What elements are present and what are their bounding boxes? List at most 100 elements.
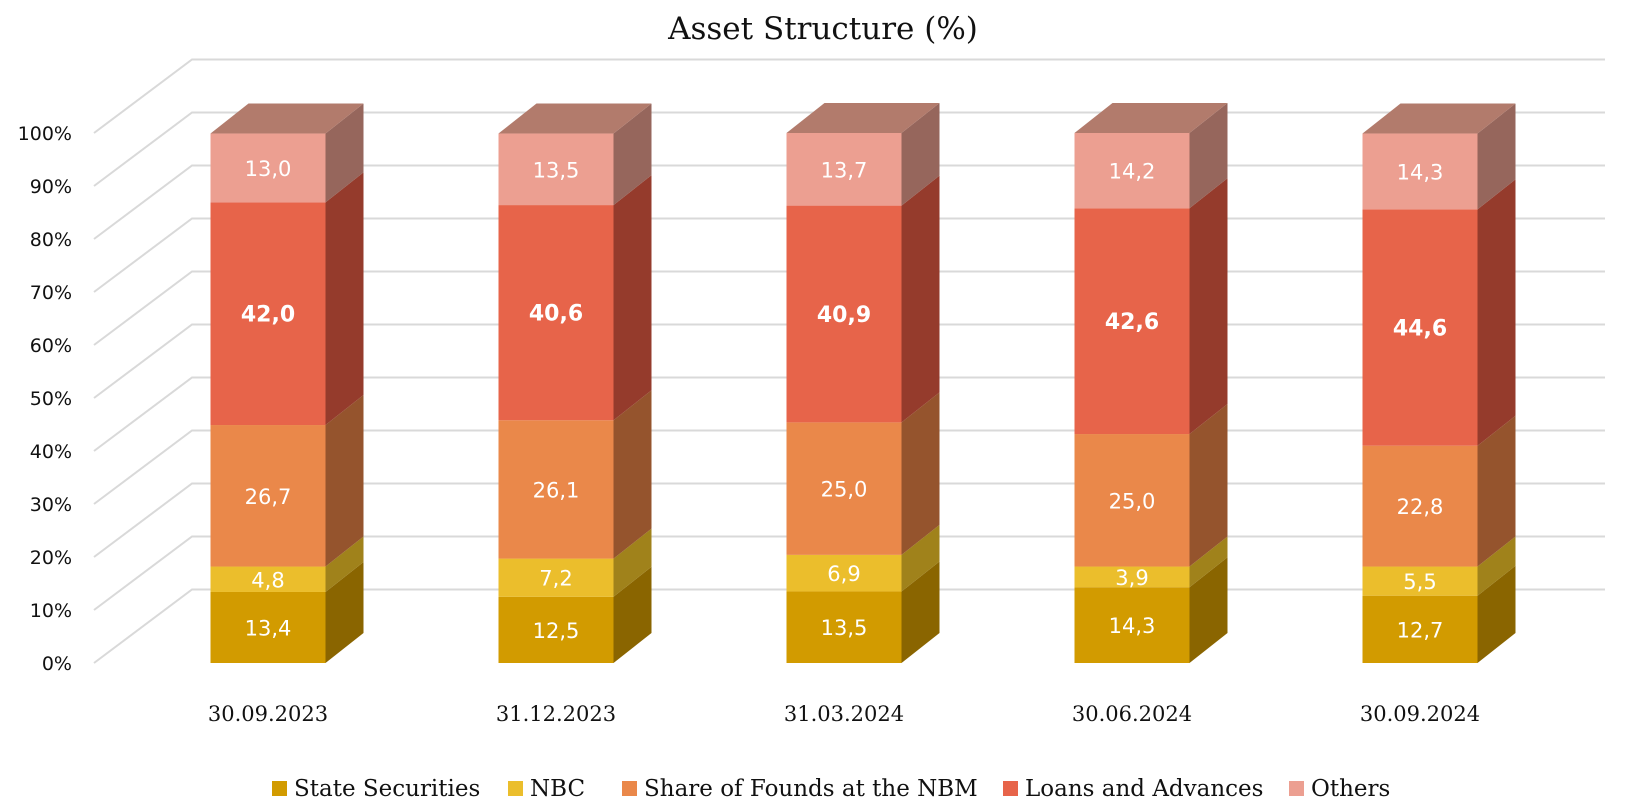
bar-others-31-03-2024-side — [901, 103, 940, 206]
legend-label: NBC — [530, 776, 585, 802]
bar-stack-30-09-2024 — [1362, 103, 1516, 663]
data-label-share-of-founds-at-the-nbm-31-12-2023: 26,1 — [533, 478, 580, 502]
bar-others-30-09-2023 — [210, 133, 326, 203]
bar-others-30-09-2024 — [1362, 133, 1478, 210]
data-label-share-of-founds-at-the-nbm-30-06-2024: 25,0 — [1109, 489, 1156, 513]
bar-nbc-30-06-2024 — [1074, 566, 1190, 588]
bar-top-30-09-2024 — [1362, 103, 1516, 134]
data-label-others-31-12-2023: 13,5 — [533, 158, 580, 182]
bar-state-securities-30-06-2024-side — [1189, 557, 1228, 663]
legend-label: Share of Founds at the NBM — [644, 776, 978, 802]
bar-loans-and-advances-30-09-2024-side — [1477, 179, 1516, 446]
data-label-nbc-30-09-2024: 5,5 — [1403, 570, 1436, 594]
bar-state-securities-30-09-2024-side — [1477, 565, 1516, 663]
legend-swatch — [1003, 781, 1018, 796]
legend-swatch — [622, 781, 637, 796]
bar-stack-31-12-2023 — [498, 103, 652, 663]
data-label-loans-and-advances-30-06-2024: 42,6 — [1105, 310, 1159, 335]
x-tick-label: 31.12.2023 — [496, 702, 616, 726]
legend-label: Others — [1311, 776, 1390, 802]
y-tick-label: 100% — [18, 123, 72, 145]
chart-title: Asset Structure (%) — [667, 11, 978, 47]
data-label-loans-and-advances-30-09-2023: 42,0 — [241, 303, 295, 328]
bar-top-30-09-2023 — [210, 103, 364, 134]
bar-share-of-founds-at-the-nbm-31-03-2024 — [786, 422, 902, 555]
x-tick-label: 30.09.2024 — [1360, 702, 1480, 726]
data-label-state-securities-30-09-2024: 12,7 — [1397, 618, 1444, 642]
bars — [210, 103, 1516, 663]
data-label-others-30-06-2024: 14,2 — [1109, 160, 1156, 184]
data-label-others-30-09-2024: 14,3 — [1397, 160, 1444, 184]
y-tick-label: 40% — [30, 441, 72, 463]
data-label-nbc-30-09-2023: 4,8 — [251, 568, 284, 592]
bar-loans-and-advances-30-09-2024 — [1362, 209, 1478, 446]
y-tick-label: 60% — [30, 335, 72, 357]
bar-share-of-founds-at-the-nbm-30-09-2024 — [1362, 445, 1478, 567]
data-label-share-of-founds-at-the-nbm-30-09-2024: 22,8 — [1397, 495, 1444, 519]
x-axis-ticks: 30.09.2023 31.12.2023 31.03.2024 30.06.2024… — [208, 702, 1480, 726]
data-label-state-securities-30-09-2023: 13,4 — [245, 616, 292, 640]
x-tick-label: 31.03.2024 — [784, 702, 904, 726]
bar-top-31-12-2023 — [498, 103, 652, 134]
bar-nbc-30-06-2024-side — [1189, 536, 1228, 588]
legend-item-loans-and-advances: Loans and Advances — [1003, 776, 1263, 802]
bar-others-30-09-2023-side — [325, 103, 364, 203]
legend-item-share-of-founds-at-the-nbm: Share of Founds at the NBM — [622, 776, 978, 802]
bar-loans-and-advances-31-12-2023-side — [613, 175, 652, 421]
legend-swatch — [1289, 781, 1304, 796]
bar-state-securities-30-06-2024 — [1074, 587, 1190, 663]
bar-loans-and-advances-31-12-2023 — [498, 205, 614, 421]
bar-nbc-31-12-2023-side — [613, 528, 652, 597]
x-tick-label: 30.06.2024 — [1072, 702, 1192, 726]
y-tick-label: 0% — [42, 653, 72, 675]
bar-state-securities-31-12-2023 — [498, 596, 614, 663]
gridline — [93, 58, 1605, 134]
bar-others-30-06-2024 — [1074, 133, 1190, 209]
bar-nbc-30-09-2024 — [1362, 566, 1478, 596]
bar-state-securities-30-09-2024 — [1362, 595, 1478, 663]
bar-loans-and-advances-30-09-2023-side — [325, 172, 364, 426]
y-tick-label: 20% — [30, 547, 72, 569]
bar-state-securities-30-09-2023-side — [325, 561, 364, 663]
bar-loans-and-advances-30-06-2024 — [1074, 208, 1190, 435]
y-tick-label: 50% — [30, 388, 72, 410]
legend-swatch — [272, 781, 287, 796]
bar-others-31-03-2024 — [786, 133, 902, 206]
bar-share-of-founds-at-the-nbm-30-06-2024-side — [1189, 404, 1228, 567]
data-label-nbc-31-12-2023: 7,2 — [539, 567, 572, 591]
bar-nbc-31-03-2024-side — [901, 524, 940, 592]
y-axis-ticks: 0% 10% 20% 30% 40% 50% 60% 70% 80% 90% 100% — [18, 123, 72, 675]
bar-share-of-founds-at-the-nbm-31-03-2024-side — [901, 392, 940, 555]
data-label-share-of-founds-at-the-nbm-31-03-2024: 25,0 — [821, 478, 868, 502]
data-label-nbc-30-06-2024: 3,9 — [1115, 566, 1148, 590]
bar-state-securities-31-03-2024 — [786, 591, 902, 663]
legend-item-others: Others — [1289, 776, 1390, 802]
bar-share-of-founds-at-the-nbm-30-09-2024-side — [1477, 415, 1516, 567]
bar-stack-30-09-2023 — [210, 103, 364, 663]
bar-loans-and-advances-30-09-2023 — [210, 202, 326, 426]
bar-loans-and-advances-31-03-2024-side — [901, 175, 940, 423]
y-tick-label: 70% — [30, 282, 72, 304]
legend-label: State Securities — [294, 776, 480, 802]
legend-swatch — [508, 781, 523, 796]
data-label-loans-and-advances-30-09-2024: 44,6 — [1393, 317, 1447, 342]
bar-nbc-31-12-2023 — [498, 558, 614, 597]
bar-loans-and-advances-30-06-2024-side — [1189, 178, 1228, 435]
data-label-state-securities-30-06-2024: 14,3 — [1109, 614, 1156, 638]
bar-share-of-founds-at-the-nbm-31-12-2023-side — [613, 390, 652, 559]
bar-nbc-30-09-2024-side — [1477, 536, 1516, 596]
data-label-others-31-03-2024: 13,7 — [821, 158, 868, 182]
data-label-nbc-31-03-2024: 6,9 — [827, 562, 860, 586]
bar-stack-30-06-2024 — [1074, 103, 1228, 663]
y-tick-label: 90% — [30, 176, 72, 198]
data-label-state-securities-31-12-2023: 12,5 — [533, 619, 580, 643]
data-labels: 13,4 4,8 26,7 42,0 13,0 12,5 7,2 26,1 40,6 13,5 13… — [241, 157, 1447, 643]
y-tick-label: 80% — [30, 229, 72, 251]
bar-others-31-12-2023 — [498, 133, 614, 206]
bar-others-30-06-2024-side — [1189, 103, 1228, 209]
bar-share-of-founds-at-the-nbm-30-09-2023 — [210, 425, 326, 567]
bar-others-31-12-2023-side — [613, 103, 652, 206]
bar-top-30-06-2024 — [1074, 103, 1228, 133]
x-tick-label: 30.09.2023 — [208, 702, 328, 726]
